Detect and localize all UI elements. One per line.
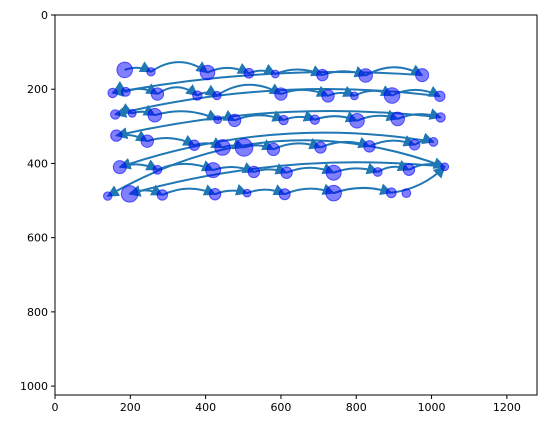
edge-46 bbox=[128, 161, 445, 197]
node-15 bbox=[349, 91, 359, 101]
edge-53 bbox=[391, 165, 446, 194]
node-36 bbox=[408, 139, 421, 151]
edge-54 bbox=[106, 139, 446, 197]
node-39 bbox=[152, 164, 163, 175]
edge-37 bbox=[118, 131, 434, 170]
node-54 bbox=[385, 187, 397, 199]
node-38 bbox=[112, 160, 127, 175]
node-23 bbox=[278, 114, 289, 126]
node-21 bbox=[213, 115, 223, 125]
nodes-layer bbox=[103, 61, 450, 203]
node-12 bbox=[212, 90, 222, 101]
node-31 bbox=[214, 139, 231, 156]
node-44 bbox=[372, 167, 383, 177]
node-37 bbox=[428, 137, 439, 147]
edge-29 bbox=[146, 134, 196, 147]
node-45 bbox=[402, 163, 416, 176]
edge-33 bbox=[272, 138, 322, 151]
node-5 bbox=[316, 68, 329, 82]
node-29 bbox=[140, 134, 154, 148]
node-50 bbox=[208, 188, 222, 201]
node-0 bbox=[116, 61, 133, 79]
node-4 bbox=[270, 69, 280, 79]
node-22 bbox=[227, 113, 242, 128]
node-17 bbox=[434, 90, 446, 102]
y-axis: 0 200 400 600 800 1000 bbox=[20, 9, 55, 393]
node-53 bbox=[325, 184, 342, 202]
node-52 bbox=[278, 188, 291, 201]
node-34 bbox=[314, 141, 327, 154]
edge-52 bbox=[333, 183, 393, 195]
edge-13 bbox=[280, 85, 330, 97]
node-7 bbox=[415, 68, 430, 83]
node-20 bbox=[147, 107, 163, 123]
x-tick-label-0: 0 bbox=[52, 401, 59, 414]
node-18 bbox=[110, 109, 121, 120]
node-35 bbox=[363, 140, 376, 153]
node-42 bbox=[280, 166, 293, 179]
x-tick-label-2: 400 bbox=[195, 401, 216, 414]
node-19 bbox=[127, 108, 137, 118]
x-tick-label-4: 800 bbox=[346, 401, 367, 414]
node-49 bbox=[156, 189, 169, 201]
node-10 bbox=[150, 87, 165, 101]
node-3 bbox=[243, 67, 255, 79]
node-30 bbox=[188, 139, 201, 151]
node-47 bbox=[103, 191, 113, 201]
node-46 bbox=[440, 162, 450, 172]
x-tick-label-6: 1200 bbox=[493, 401, 521, 414]
node-11 bbox=[192, 90, 203, 101]
node-27 bbox=[435, 112, 446, 123]
edge-35 bbox=[368, 135, 416, 148]
node-28 bbox=[110, 129, 123, 142]
node-33 bbox=[266, 142, 281, 157]
y-tick-label-0: 0 bbox=[41, 9, 48, 22]
node-25 bbox=[349, 112, 365, 129]
node-40 bbox=[205, 162, 222, 179]
node-43 bbox=[325, 164, 342, 181]
x-axis: 0 200 400 600 800 1000 1200 bbox=[52, 395, 521, 414]
node-24 bbox=[309, 114, 321, 125]
node-41 bbox=[247, 165, 261, 179]
node-8 bbox=[107, 87, 118, 99]
node-32 bbox=[234, 138, 254, 157]
node-16 bbox=[383, 87, 401, 104]
plot-frame bbox=[54, 14, 538, 396]
node-48 bbox=[120, 185, 139, 203]
node-2 bbox=[199, 64, 216, 81]
node-9 bbox=[120, 86, 131, 97]
y-tick-label-5: 1000 bbox=[20, 380, 48, 393]
x-tick-label-5: 1000 bbox=[418, 401, 446, 414]
node-14 bbox=[321, 89, 335, 103]
node-13 bbox=[274, 87, 288, 101]
y-tick-label-2: 400 bbox=[27, 157, 48, 170]
y-tick-label-1: 200 bbox=[27, 83, 48, 96]
edge-1 bbox=[150, 61, 209, 74]
node-26 bbox=[390, 111, 405, 127]
node-6 bbox=[358, 68, 373, 83]
edges-layer bbox=[106, 61, 446, 197]
node-51 bbox=[242, 188, 252, 198]
node-1 bbox=[146, 67, 156, 77]
x-tick-label-3: 600 bbox=[270, 401, 291, 414]
edge-48 bbox=[161, 184, 217, 196]
x-tick-label-1: 200 bbox=[120, 401, 141, 414]
node-55 bbox=[401, 188, 412, 199]
y-tick-label-3: 600 bbox=[27, 232, 48, 245]
y-tick-label-4: 800 bbox=[27, 306, 48, 319]
